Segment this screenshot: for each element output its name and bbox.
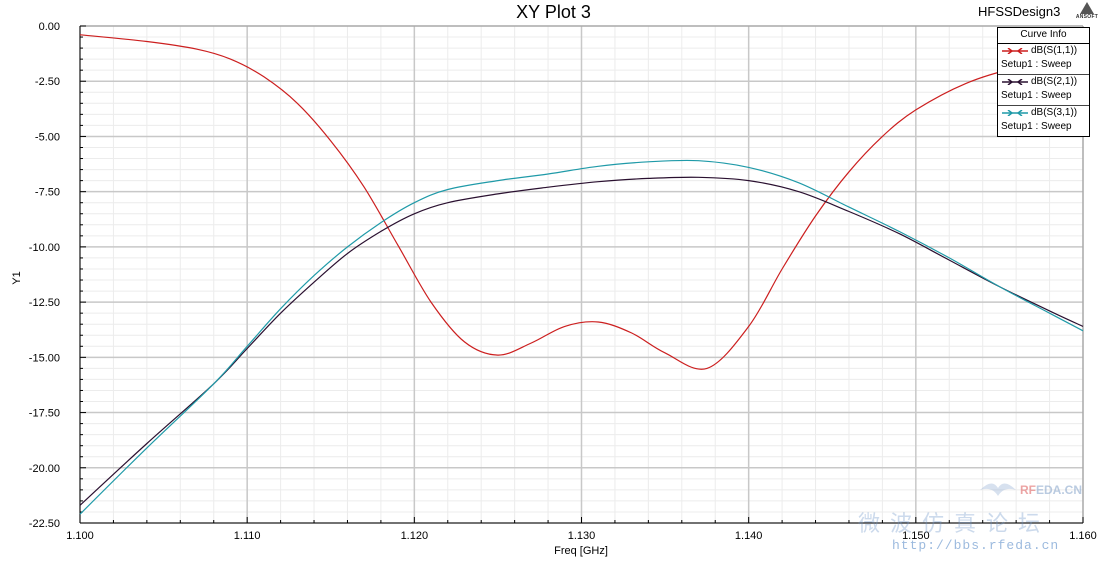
legend-entry[interactable]: dB(S(2,1)) Setup1 : Sweep: [998, 75, 1089, 106]
y-tick-label: -10.00: [29, 242, 60, 254]
y-tick-label: -17.50: [29, 408, 60, 420]
y-tick-label: -15.00: [29, 352, 60, 364]
y-tick-label: -7.50: [35, 187, 60, 199]
legend-entry-name: dB(S(1,1)): [1031, 45, 1078, 56]
x-tick-label: 1.150: [902, 530, 930, 542]
ansoft-logo: ANSOFT: [1072, 2, 1102, 22]
legend-entry-name: dB(S(3,1)): [1031, 107, 1078, 118]
x-tick-label: 1.120: [401, 530, 429, 542]
x-tick-label: 1.130: [568, 530, 596, 542]
legend-swatch-s21-icon: [1002, 79, 1028, 85]
series: [79, 34, 1084, 515]
x-tick-label: 1.100: [66, 530, 94, 542]
legend-entry[interactable]: dB(S(3,1)) Setup1 : Sweep: [998, 106, 1089, 136]
design-name: HFSSDesign3: [978, 4, 1061, 19]
y-tick-label: 0.00: [39, 21, 60, 33]
y-axis-label: Y1: [11, 271, 23, 284]
legend-swatch-s31-icon: [1002, 110, 1028, 116]
axes: [79, 25, 1084, 524]
y-tick-label: -20.00: [29, 463, 60, 475]
plot-title: XY Plot 3: [516, 2, 591, 22]
legend-entry-setup: Setup1 : Sweep: [1001, 90, 1072, 101]
legend-entry-setup: Setup1 : Sweep: [1001, 59, 1072, 70]
x-tick-label: 1.140: [735, 530, 763, 542]
curve-info-legend[interactable]: Curve Info dB(S(1,1)) Setup1 : Sweep dB(…: [997, 27, 1090, 137]
x-tick-label: 1.160: [1069, 530, 1097, 542]
y-tick-label: -22.50: [29, 518, 60, 530]
series-line-2: [79, 176, 1084, 506]
series-line-1: [79, 34, 1084, 370]
y-tick-label: -2.50: [35, 76, 60, 88]
legend-swatch-s11-icon: [1002, 48, 1028, 54]
logo-triangle-icon: [1080, 2, 1094, 14]
y-tick-label: -12.50: [29, 297, 60, 309]
legend-entry[interactable]: dB(S(1,1)) Setup1 : Sweep: [998, 44, 1089, 75]
y-tick-label: -5.00: [35, 131, 60, 143]
legend-title: Curve Info: [998, 28, 1089, 44]
legend-entry-setup: Setup1 : Sweep: [1001, 121, 1072, 132]
logo-text: ANSOFT: [1075, 14, 1099, 20]
series-line-3: [79, 159, 1084, 515]
x-axis-label: Freq [GHz]: [554, 545, 608, 557]
x-tick-label: 1.110: [234, 530, 261, 542]
tick-labels: 1.100 1.110 1.120 1.130 1.140 1.150 1.160 0.00 -…: [29, 21, 1097, 542]
legend-entry-name: dB(S(2,1)): [1031, 76, 1078, 87]
